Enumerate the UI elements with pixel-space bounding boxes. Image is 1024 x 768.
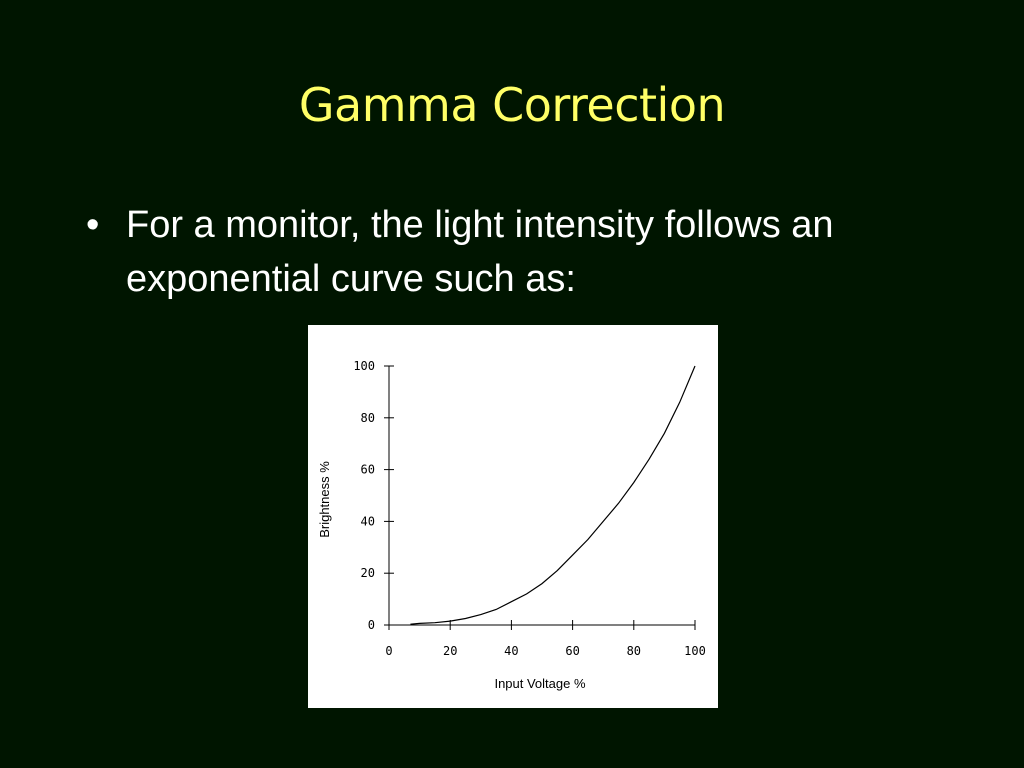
bullet-list: • For a monitor, the light intensity fol… — [86, 198, 946, 306]
y-tick-label: 20 — [361, 566, 375, 580]
y-tick-label: 80 — [361, 411, 375, 425]
x-tick-label: 40 — [504, 644, 518, 658]
x-axis-title: Input Voltage % — [494, 676, 586, 691]
gamma-chart: 0 20 40 60 80 100 0 20 40 60 80 100 Input Voltage %… — [308, 325, 718, 708]
y-axis-title: Brightness % — [317, 461, 332, 538]
axes: 0 20 40 60 80 100 0 20 40 60 80 100 — [353, 359, 706, 658]
bullet-text: For a monitor, the light intensity follo… — [126, 204, 834, 300]
x-tick-label: 100 — [684, 644, 706, 658]
y-tick-label: 0 — [368, 618, 375, 632]
slide-title: Gamma Correction — [298, 78, 726, 132]
x-tick-label: 60 — [565, 644, 579, 658]
y-tick-label: 40 — [361, 514, 375, 528]
brightness-curve — [410, 365, 696, 625]
axis-labels: Input Voltage % Brightness % — [317, 461, 586, 691]
bullet-marker: • — [86, 204, 100, 246]
series-layer — [410, 365, 696, 625]
x-tick-label: 0 — [385, 644, 392, 658]
bullet-item: • For a monitor, the light intensity fol… — [86, 198, 946, 306]
gamma-chart-svg: 0 20 40 60 80 100 0 20 40 60 80 100 Input Voltage %… — [317, 359, 706, 691]
x-tick-label: 80 — [627, 644, 641, 658]
y-tick-label: 100 — [353, 359, 375, 373]
y-tick-label: 60 — [361, 463, 375, 477]
x-tick-label: 20 — [443, 644, 457, 658]
